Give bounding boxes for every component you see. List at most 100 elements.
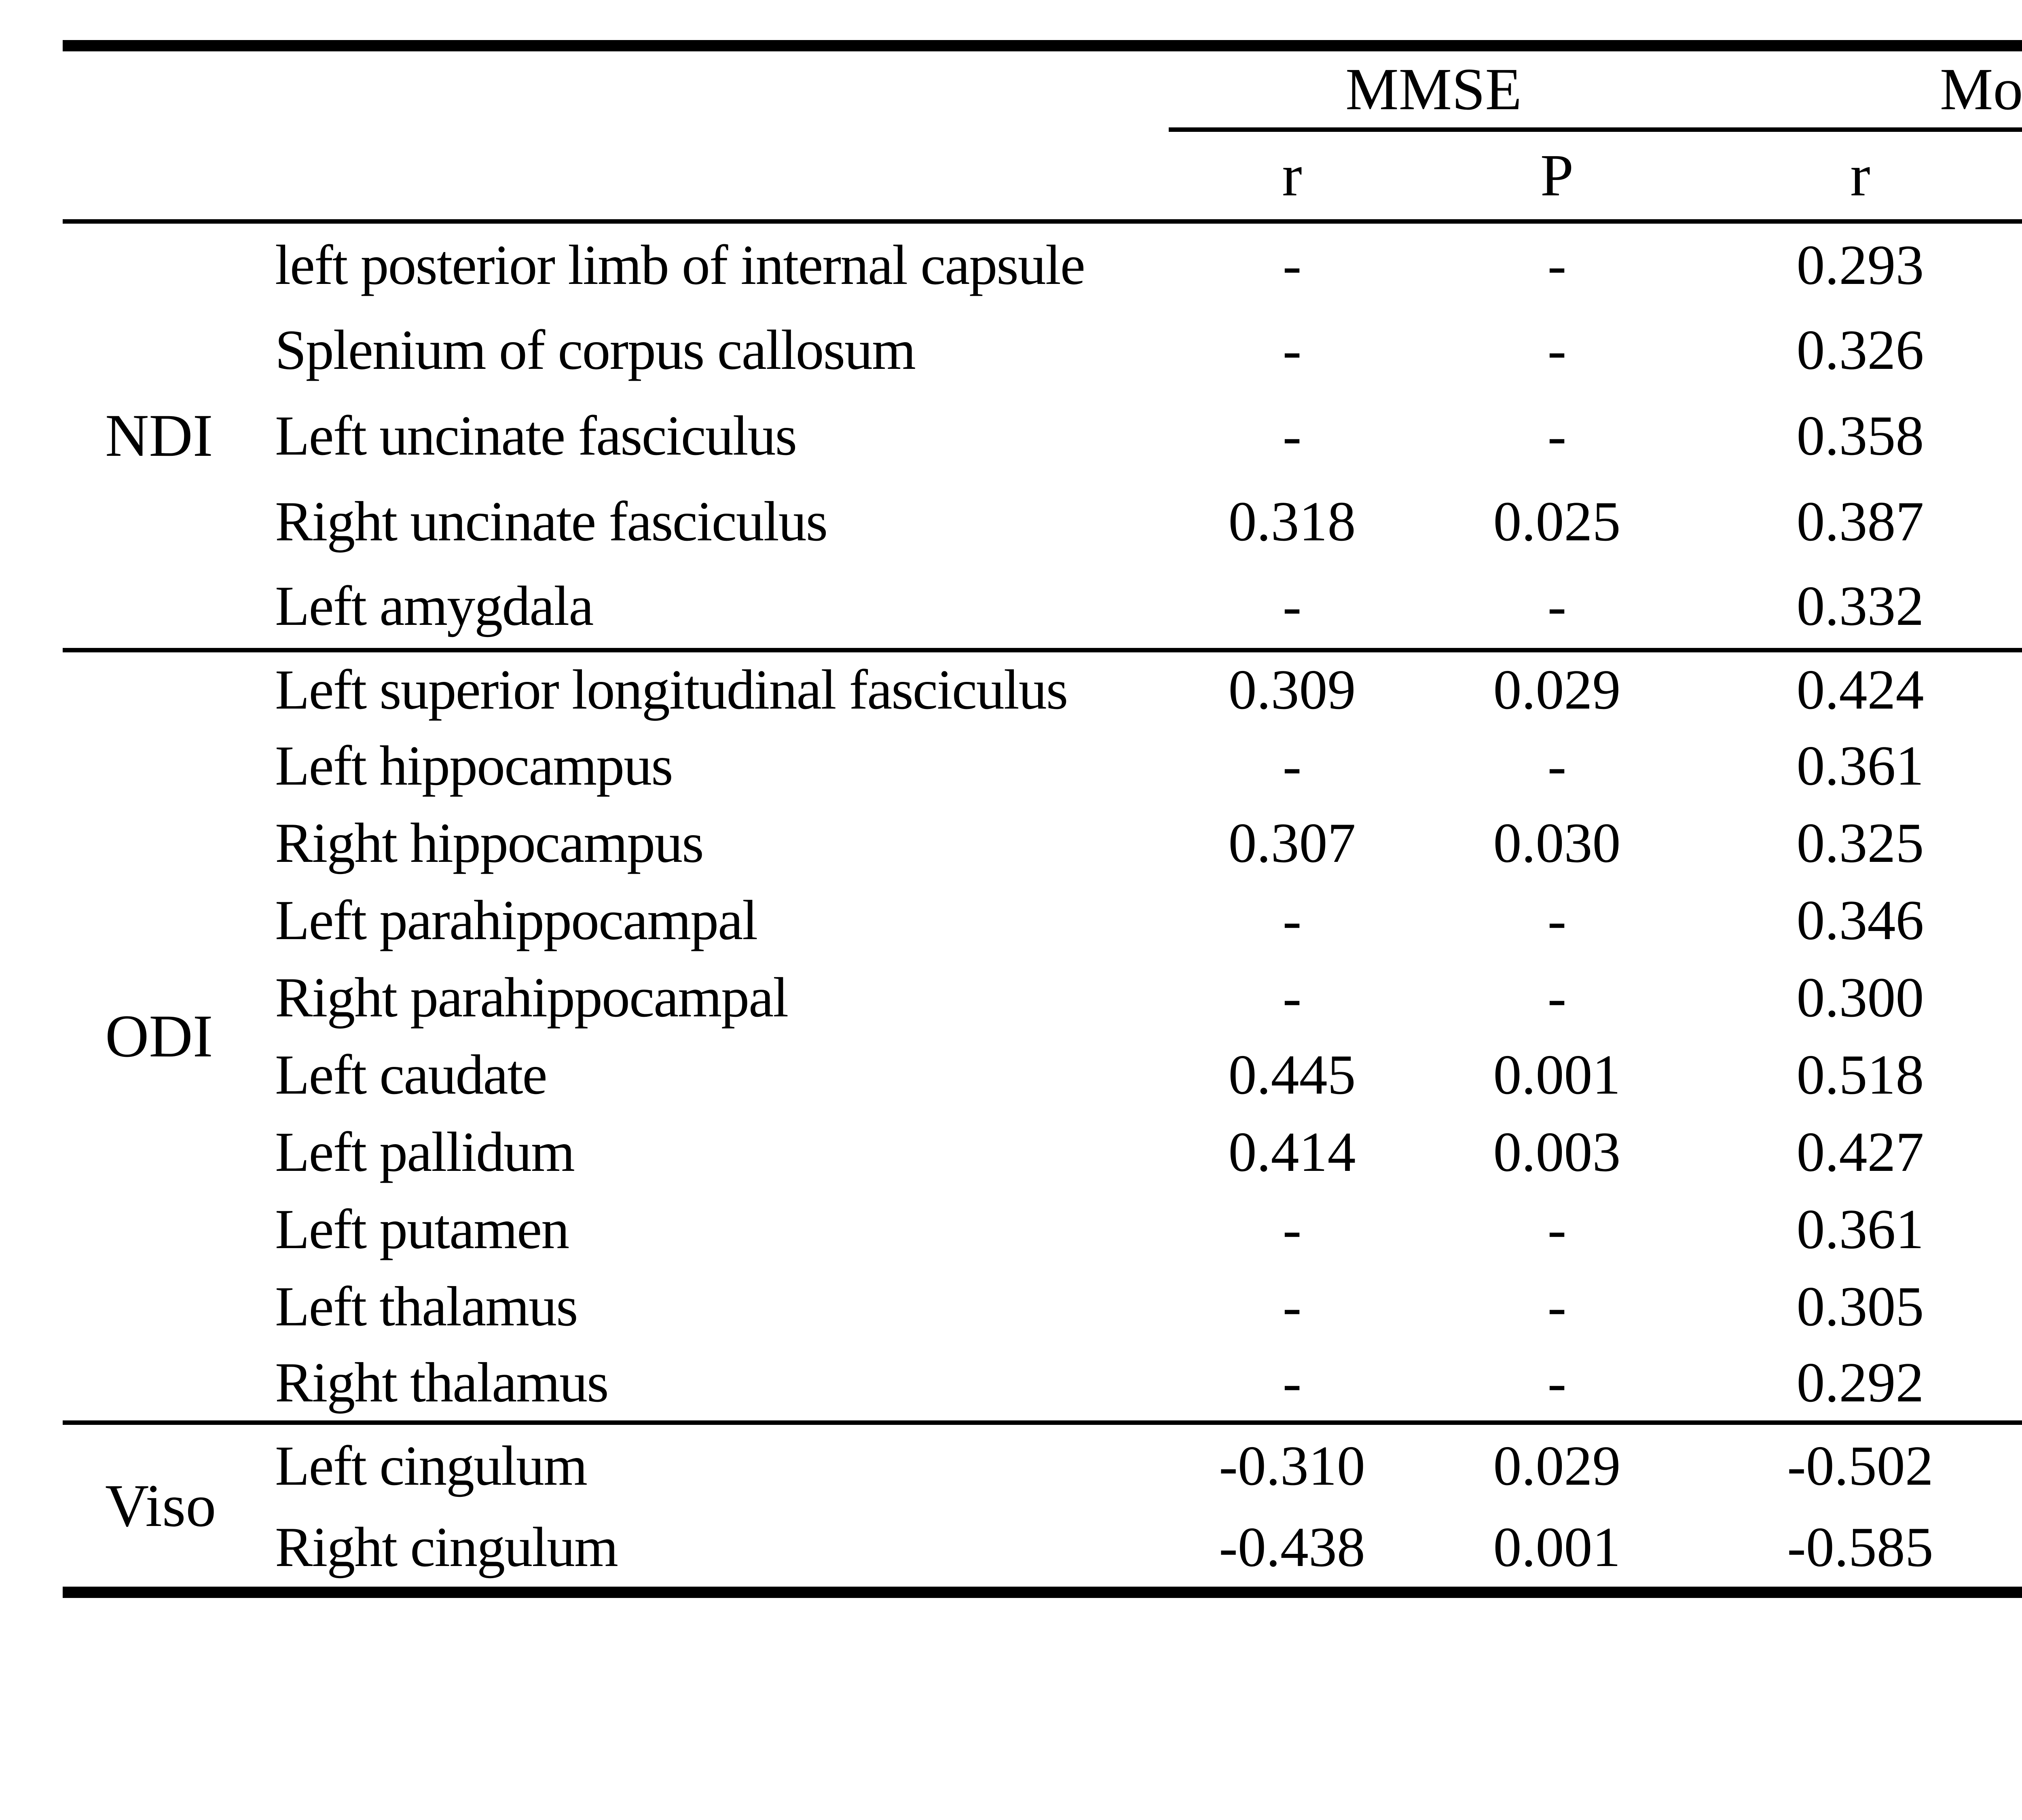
- table-row: Viso Left cingulum -0.310 0.029 -0.502 <…: [63, 1422, 2022, 1539]
- mmse-r-value: -: [1282, 234, 1302, 297]
- empty-header-cell: [63, 129, 275, 224]
- region-label: Left superior longitudinal fasciculus: [275, 658, 1068, 721]
- mmse-r-value: 0.309: [1228, 658, 1356, 721]
- empty-header-cell: [63, 46, 275, 129]
- region-label: Left parahippocampal: [275, 889, 758, 952]
- moca-r-value: 0.361: [1796, 734, 1924, 797]
- region-label: Left amygdala: [275, 564, 1169, 652]
- moca-r-header: r: [1698, 129, 2022, 224]
- mmse-r-value: 0.318: [1228, 490, 1356, 553]
- moca-r-value: 0.361: [1796, 1198, 1924, 1261]
- empty-header-cell: [275, 129, 1169, 224]
- table-row: ODI Left superior longitudinal fasciculu…: [63, 650, 2022, 1425]
- region-label: Left hippocampus: [275, 734, 673, 797]
- mmse-p-value: 0.030: [1493, 812, 1621, 874]
- table-row: Right parahippocampal - - 0.300 0.034: [63, 959, 2022, 1036]
- moca-r-value: 0.305: [1796, 1275, 1924, 1338]
- table-row: Left caudate 0.445 0.001 0.518 <0.001: [63, 1036, 2022, 1113]
- region-label: Right thalamus: [275, 1345, 1169, 1425]
- moca-column-header: MoCA: [1698, 46, 2022, 132]
- empty-header-cell: [275, 46, 1169, 129]
- mmse-p-value: -: [1547, 734, 1567, 797]
- moca-r-value: -0.502: [1787, 1435, 1933, 1498]
- mmse-r-value: -: [1282, 318, 1302, 381]
- table-row: Left amygdala - - 0.332 0.019: [63, 564, 2022, 652]
- region-label: left posterior limb of internal capsule: [275, 234, 1085, 297]
- moca-r-value: 0.387: [1796, 490, 1924, 553]
- mmse-p-value: -: [1547, 1198, 1567, 1261]
- mmse-p-value: -: [1547, 1275, 1567, 1338]
- moca-r-value: -0.585: [1787, 1515, 1933, 1579]
- correlation-table: MMSE MoCA r P r P NDI left posterior lim…: [63, 40, 2022, 1598]
- mmse-r-value: -: [1282, 966, 1302, 1029]
- mmse-p-value: 0.025: [1493, 490, 1621, 553]
- mmse-r-value: -: [1169, 564, 1415, 652]
- mmse-r-value: -: [1282, 404, 1302, 467]
- mmse-p-value: 0.001: [1493, 1515, 1621, 1579]
- region-label: Left uncinate fasciculus: [275, 404, 797, 467]
- mmse-r-value: 0.445: [1228, 1043, 1356, 1106]
- region-label: Right cingulum: [275, 1515, 618, 1579]
- table-row: Right cingulum -0.438 0.001 -0.585 <0.00…: [63, 1507, 2022, 1592]
- table-row: Left hippocampus - - 0.361 0.010: [63, 727, 2022, 804]
- section-label-ndi: NDI: [63, 221, 275, 652]
- moca-r-value: 0.292: [1698, 1345, 2022, 1425]
- mmse-column-header: MMSE: [1169, 46, 1698, 132]
- moca-r-value: 0.325: [1796, 812, 1924, 874]
- region-label: Right hippocampus: [275, 812, 704, 874]
- moca-r-value: 0.293: [1796, 234, 1924, 297]
- table-row: Splenium of corpus callosum - - 0.326 0.…: [63, 307, 2022, 393]
- region-label: Right uncinate fasciculus: [275, 490, 828, 553]
- moca-r-value: 0.326: [1796, 318, 1924, 381]
- mmse-p-value: -: [1547, 318, 1567, 381]
- section-label-viso: Viso: [105, 1472, 216, 1539]
- table-row: Left uncinate fasciculus - - 0.358 0.011: [63, 393, 2022, 478]
- table-row: Left parahippocampal - - 0.346 0.014: [63, 882, 2022, 959]
- moca-r-value: 0.332: [1698, 564, 2022, 652]
- mmse-r-value: -0.438: [1219, 1515, 1365, 1579]
- table-row: Left thalamus - - 0.305 0.031: [63, 1268, 2022, 1345]
- mmse-p-value: -: [1547, 966, 1567, 1029]
- moca-r-value: 0.424: [1796, 658, 1924, 721]
- moca-r-value: 0.518: [1796, 1043, 1924, 1106]
- mmse-p-value: 0.003: [1493, 1121, 1621, 1183]
- mmse-r-value: -: [1282, 734, 1302, 797]
- mmse-p-value: 0.029: [1493, 658, 1621, 721]
- region-label: Left pallidum: [275, 1121, 575, 1183]
- mmse-r-header: r: [1169, 129, 1415, 224]
- table-row: Left putamen - - 0.361 0.010: [63, 1191, 2022, 1268]
- mmse-r-value: 0.307: [1228, 812, 1356, 874]
- region-label: Left putamen: [275, 1198, 569, 1261]
- table-row: Right uncinate fasciculus 0.318 0.025 0.…: [63, 478, 2022, 564]
- table-row: Right thalamus - - 0.292 0.040: [63, 1345, 2022, 1425]
- region-label: Splenium of corpus callosum: [275, 318, 916, 381]
- mmse-r-value: -0.310: [1219, 1435, 1365, 1498]
- region-label: Left caudate: [275, 1043, 548, 1106]
- table-row: NDI left posterior limb of internal caps…: [63, 221, 2022, 652]
- mmse-r-value: -: [1282, 1198, 1302, 1261]
- mmse-r-value: -: [1282, 1275, 1302, 1338]
- mmse-r-value: 0.414: [1228, 1121, 1356, 1183]
- mmse-r-value: -: [1282, 889, 1302, 952]
- moca-r-value: 0.427: [1796, 1121, 1924, 1183]
- mmse-p-value: -: [1415, 1345, 1698, 1425]
- region-label: Right parahippocampal: [275, 966, 789, 1029]
- region-label: Left cingulum: [275, 1435, 588, 1498]
- moca-r-value: 0.346: [1796, 889, 1924, 952]
- mmse-p-value: -: [1547, 404, 1567, 467]
- header-row-groups: MMSE MoCA: [63, 46, 2022, 132]
- mmse-r-value: -: [1169, 1345, 1415, 1425]
- mmse-p-header: P: [1415, 129, 1698, 224]
- moca-r-value: 0.300: [1796, 966, 1924, 1029]
- table-row: Right hippocampus 0.307 0.030 0.325 0.02…: [63, 804, 2022, 882]
- mmse-p-value: 0.001: [1493, 1043, 1621, 1106]
- moca-r-value: 0.358: [1796, 404, 1924, 467]
- mmse-p-value: -: [1547, 889, 1567, 952]
- mmse-p-value: 0.029: [1493, 1435, 1621, 1498]
- table-row: Left pallidum 0.414 0.003 0.427 0.002: [63, 1113, 2022, 1191]
- correlation-table-wrapper: MMSE MoCA r P r P NDI left posterior lim…: [63, 40, 2022, 1598]
- region-label: Left thalamus: [275, 1275, 578, 1338]
- mmse-p-value: -: [1415, 564, 1698, 652]
- mmse-p-value: -: [1547, 234, 1567, 297]
- section-label-odi: ODI: [63, 650, 275, 1425]
